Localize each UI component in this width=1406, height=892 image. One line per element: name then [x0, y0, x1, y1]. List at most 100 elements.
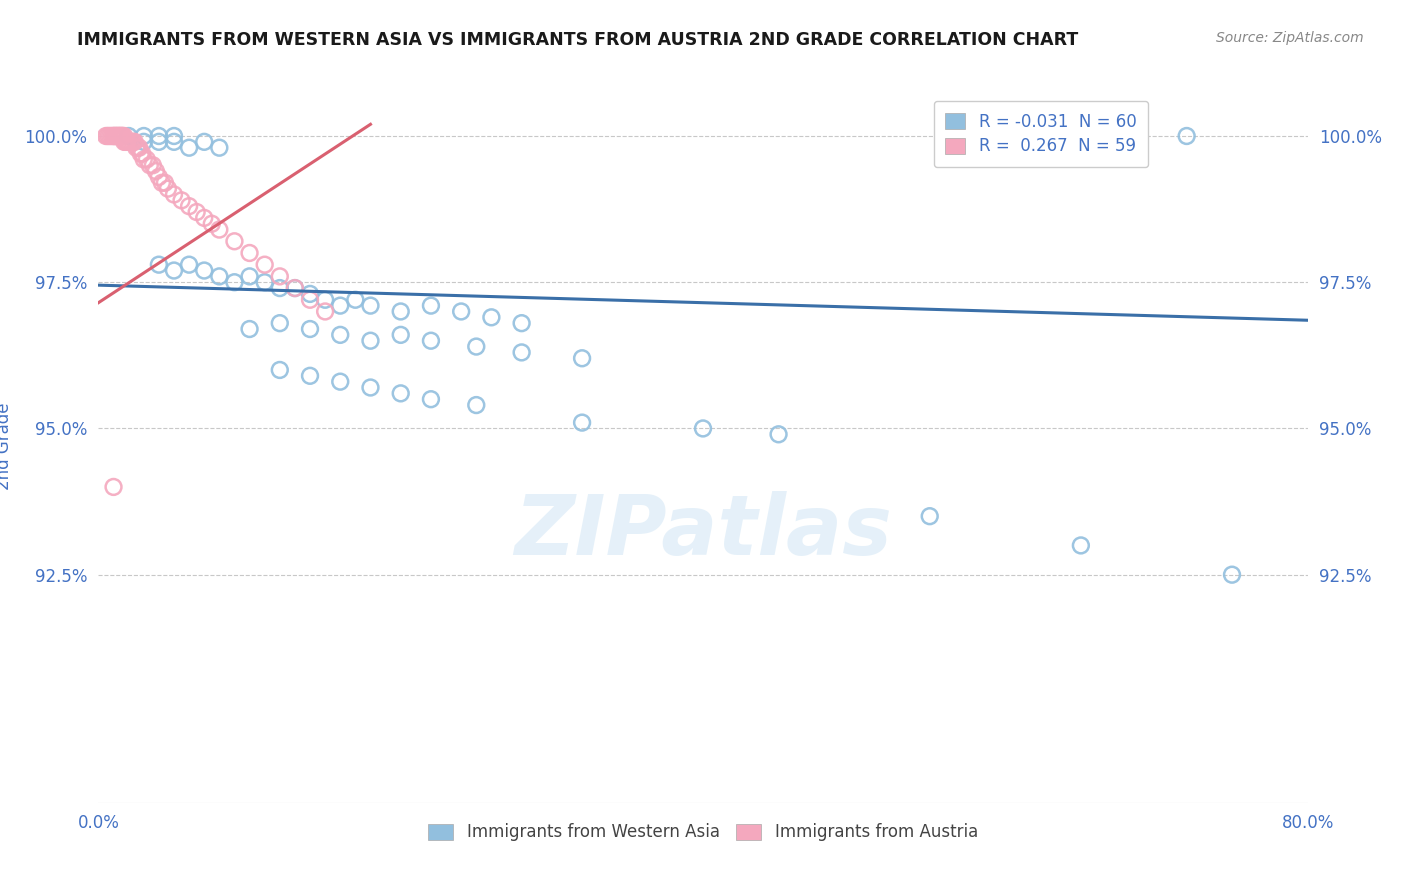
- Point: [420, 299, 443, 313]
- Point: [120, 135, 142, 149]
- Point: [269, 281, 291, 295]
- Point: [329, 299, 352, 313]
- Point: [132, 153, 155, 167]
- Point: [110, 128, 132, 143]
- Text: Source: ZipAtlas.com: Source: ZipAtlas.com: [1216, 31, 1364, 45]
- Point: [110, 128, 132, 143]
- Point: [108, 128, 131, 143]
- Point: [193, 135, 215, 149]
- Point: [163, 187, 186, 202]
- Point: [104, 128, 127, 143]
- Point: [208, 269, 231, 284]
- Point: [360, 380, 382, 394]
- Point: [510, 316, 533, 330]
- Point: [127, 141, 149, 155]
- Point: [112, 135, 135, 149]
- Point: [360, 334, 382, 348]
- Point: [1175, 128, 1198, 143]
- Point: [107, 128, 129, 143]
- Point: [96, 128, 118, 143]
- Point: [128, 141, 150, 155]
- Point: [115, 135, 138, 149]
- Point: [145, 164, 167, 178]
- Point: [918, 509, 941, 524]
- Point: [112, 128, 135, 143]
- Point: [148, 128, 170, 143]
- Point: [179, 199, 201, 213]
- Point: [179, 141, 201, 155]
- Point: [179, 258, 201, 272]
- Point: [389, 327, 412, 342]
- Point: [465, 340, 488, 354]
- Point: [121, 135, 143, 149]
- Point: [299, 368, 322, 383]
- Point: [129, 146, 152, 161]
- Point: [208, 222, 231, 236]
- Point: [269, 269, 291, 284]
- Point: [284, 281, 307, 295]
- Point: [299, 322, 322, 336]
- Point: [329, 375, 352, 389]
- Point: [111, 128, 134, 143]
- Point: [98, 128, 121, 143]
- Point: [1220, 567, 1243, 582]
- Legend: Immigrants from Western Asia, Immigrants from Austria: Immigrants from Western Asia, Immigrants…: [422, 817, 984, 848]
- Point: [284, 281, 307, 295]
- Point: [269, 363, 291, 377]
- Point: [571, 416, 593, 430]
- Point: [94, 128, 117, 143]
- Point: [314, 304, 336, 318]
- Point: [329, 327, 352, 342]
- Point: [360, 299, 382, 313]
- Point: [239, 246, 262, 260]
- Point: [389, 386, 412, 401]
- Point: [201, 217, 224, 231]
- Point: [269, 316, 291, 330]
- Point: [122, 135, 145, 149]
- Point: [132, 128, 155, 143]
- Point: [139, 158, 162, 172]
- Point: [253, 258, 276, 272]
- Point: [186, 205, 208, 219]
- Point: [344, 293, 367, 307]
- Point: [148, 135, 170, 149]
- Point: [104, 128, 127, 143]
- Point: [107, 128, 129, 143]
- Point: [103, 480, 125, 494]
- Point: [239, 322, 262, 336]
- Y-axis label: 2nd Grade: 2nd Grade: [0, 402, 13, 490]
- Point: [156, 181, 179, 195]
- Point: [299, 293, 322, 307]
- Point: [481, 310, 503, 325]
- Point: [208, 141, 231, 155]
- Point: [299, 287, 322, 301]
- Text: IMMIGRANTS FROM WESTERN ASIA VS IMMIGRANTS FROM AUSTRIA 2ND GRADE CORRELATION CH: IMMIGRANTS FROM WESTERN ASIA VS IMMIGRAN…: [77, 31, 1078, 49]
- Point: [135, 153, 157, 167]
- Point: [115, 135, 138, 149]
- Point: [253, 275, 276, 289]
- Point: [108, 128, 131, 143]
- Point: [103, 128, 125, 143]
- Point: [1070, 538, 1092, 552]
- Point: [389, 304, 412, 318]
- Point: [101, 128, 124, 143]
- Point: [510, 345, 533, 359]
- Point: [465, 398, 488, 412]
- Point: [768, 427, 790, 442]
- Point: [239, 269, 262, 284]
- Point: [148, 258, 170, 272]
- Point: [148, 169, 170, 184]
- Text: ZIPatlas: ZIPatlas: [515, 491, 891, 572]
- Point: [111, 128, 134, 143]
- Point: [103, 128, 125, 143]
- Point: [131, 146, 153, 161]
- Point: [193, 211, 215, 225]
- Point: [571, 351, 593, 366]
- Point: [224, 275, 246, 289]
- Point: [163, 135, 186, 149]
- Point: [105, 128, 128, 143]
- Point: [124, 135, 146, 149]
- Point: [224, 234, 246, 248]
- Point: [153, 176, 176, 190]
- Point: [420, 392, 443, 407]
